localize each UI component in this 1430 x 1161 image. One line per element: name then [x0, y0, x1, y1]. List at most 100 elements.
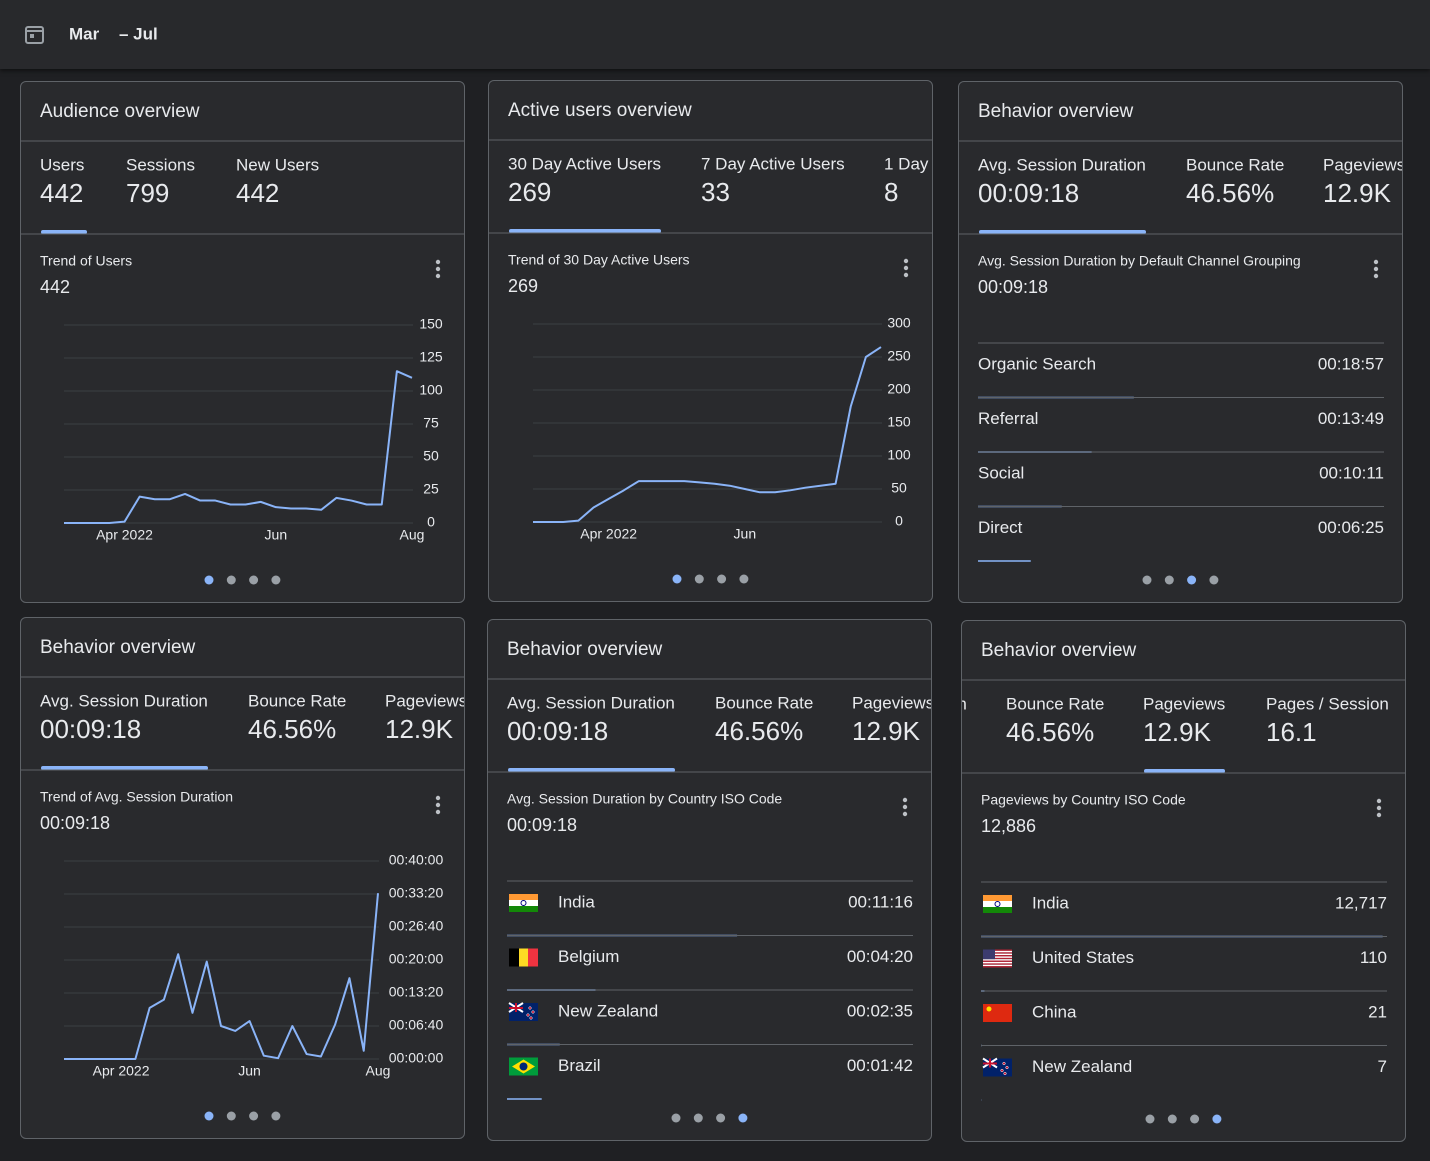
x-tick-label: Aug	[366, 1063, 391, 1079]
row-value: 21	[1368, 1002, 1387, 1021]
flag-part	[983, 955, 1012, 957]
y-tick-label: 00:26:40	[389, 918, 444, 934]
row-value: 12,717	[1335, 893, 1387, 912]
metric-label[interactable]: Pages / Session	[1266, 694, 1389, 713]
card-title: Behavior overview	[981, 640, 1137, 661]
trend-line	[64, 893, 379, 1060]
more-menu[interactable]	[902, 797, 908, 817]
metric-label[interactable]: Pageviews	[852, 693, 931, 712]
flag-part	[983, 960, 1012, 962]
more-menu[interactable]	[903, 258, 909, 278]
page-dot	[671, 1113, 681, 1123]
flag-part	[983, 964, 1012, 967]
pagination[interactable]	[204, 575, 281, 585]
metric-value: 442	[236, 178, 279, 208]
metric-label[interactable]: Pageviews	[385, 691, 464, 710]
x-tick-label: Apr 2022	[580, 526, 637, 542]
card-canvas: Audience overview Users 442 Sessions 799 New …	[21, 101, 464, 585]
page-dot	[249, 1111, 259, 1121]
metric-label[interactable]: Pageviews	[1323, 155, 1402, 174]
x-tick-label: Jun	[265, 527, 288, 543]
card-canvas: Active users overview 30 Day Active Users…	[489, 100, 932, 584]
metric-label[interactable]: 7 Day Active Users	[701, 154, 845, 173]
pagination[interactable]	[672, 574, 749, 584]
page-dot	[204, 1111, 214, 1121]
metric-label[interactable]: 30 Day Active Users	[508, 154, 661, 173]
row-name: New Zealand	[1032, 1057, 1132, 1076]
row-name: Social	[978, 463, 1024, 482]
flag-part	[519, 1062, 528, 1071]
y-tick-label: 250	[887, 348, 911, 364]
metric-label[interactable]: Sessions	[126, 155, 195, 174]
metric-label[interactable]: Avg. Session Duration	[40, 691, 208, 710]
x-tick-label: Apr 2022	[93, 1063, 150, 1079]
more-menu-dot	[1373, 273, 1379, 279]
metric-label[interactable]: 1 Day Active Users	[884, 154, 932, 173]
metric-value: 00:09:18	[978, 178, 1079, 208]
metric-value: 269	[508, 177, 551, 207]
flag-part	[528, 948, 538, 967]
flag-part	[509, 894, 538, 900]
more-menu-dot	[902, 804, 908, 810]
metric-label[interactable]: Avg. Session Duration	[978, 155, 1146, 174]
y-tick-label: 0	[427, 514, 435, 530]
more-menu[interactable]	[435, 795, 441, 815]
y-tick-label: 00:40:00	[389, 852, 444, 868]
flag	[983, 895, 1012, 913]
flag-part	[983, 961, 1012, 964]
more-menu-dot	[902, 797, 908, 803]
more-menu[interactable]	[1376, 798, 1382, 818]
flag-part	[983, 1062, 997, 1065]
page-dot	[1142, 575, 1152, 585]
metric-label[interactable]: Avg. Session Duration	[507, 693, 675, 712]
metric-label[interactable]: Bounce Rate	[715, 693, 813, 712]
more-menu-dot	[1373, 259, 1379, 265]
pagination[interactable]	[1145, 1114, 1222, 1124]
flag-part	[983, 966, 1012, 968]
metric-value: 46.56%	[1186, 178, 1274, 208]
metric-value: 12.9K	[1323, 178, 1392, 208]
flag-part	[509, 1007, 523, 1009]
row-value: 00:02:35	[847, 1001, 913, 1020]
page-dot	[1164, 575, 1174, 585]
flag-part	[983, 957, 1012, 960]
more-menu[interactable]	[1373, 259, 1379, 279]
flag-part	[983, 953, 1012, 956]
pagination[interactable]	[204, 1111, 281, 1121]
calendar-icon-day	[30, 34, 34, 38]
flag-part	[509, 900, 538, 906]
more-menu-dot	[435, 259, 441, 265]
flag-part	[983, 895, 1012, 901]
page-dot	[1209, 575, 1219, 585]
page-dot	[204, 575, 214, 585]
pagination[interactable]	[1142, 575, 1219, 585]
metric-value: 12.9K	[385, 714, 454, 744]
flag-part	[983, 963, 1012, 965]
row-value: 00:01:42	[847, 1056, 913, 1075]
page-dot	[694, 574, 704, 584]
metric-label[interactable]: Bounce Rate	[1006, 694, 1104, 713]
flag-part	[529, 1016, 533, 1020]
more-menu[interactable]	[435, 259, 441, 279]
page-dot	[1187, 575, 1197, 585]
y-tick-label: 00:00:00	[389, 1050, 444, 1066]
metric-label[interactable]: Bounce Rate	[1186, 155, 1284, 174]
row-value: 00:18:57	[1318, 354, 1384, 373]
metric-label[interactable]: Pageviews	[1143, 694, 1225, 713]
flag	[983, 1004, 1012, 1022]
page-dot	[226, 1111, 236, 1121]
card: Behavior overview Avg. Session Duration 00…	[958, 81, 1403, 603]
date-range[interactable]: Mar – Jul	[0, 0, 400, 69]
card-canvas: Behavior overview Avg. Session Duration 00…	[488, 639, 931, 1123]
metric-label[interactable]: Users	[40, 155, 84, 174]
flag	[509, 948, 538, 967]
detail-total: 442	[40, 277, 70, 297]
metric-value: 12.9K	[852, 716, 921, 746]
metric-label[interactable]: New Users	[236, 155, 319, 174]
metric-value: 16.1	[1266, 717, 1317, 747]
metric-label[interactable]: Avg. Session Duration	[962, 694, 967, 713]
pagination[interactable]	[671, 1113, 748, 1123]
metric-label[interactable]: Bounce Rate	[248, 691, 346, 710]
y-tick-label: 50	[891, 480, 907, 496]
